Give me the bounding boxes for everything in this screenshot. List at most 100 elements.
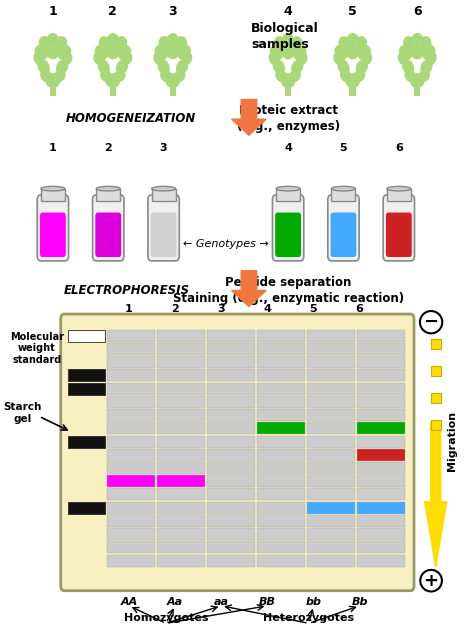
Ellipse shape <box>334 45 348 60</box>
Bar <box>357 555 405 567</box>
Ellipse shape <box>158 36 171 50</box>
Bar <box>157 343 205 355</box>
Ellipse shape <box>54 69 66 82</box>
Ellipse shape <box>106 73 120 88</box>
Ellipse shape <box>275 69 287 82</box>
Bar <box>257 409 305 421</box>
Bar <box>257 449 305 461</box>
Text: Proteic extract
(e.g., enzymes): Proteic extract (e.g., enzymes) <box>237 104 340 133</box>
Text: Molecular
weight
standard: Molecular weight standard <box>10 332 64 365</box>
Ellipse shape <box>276 186 300 191</box>
Bar <box>307 488 355 500</box>
Ellipse shape <box>165 73 180 88</box>
Text: Aa: Aa <box>167 597 183 607</box>
Ellipse shape <box>399 45 412 60</box>
Ellipse shape <box>38 36 51 50</box>
Bar <box>307 515 355 527</box>
Ellipse shape <box>46 45 59 59</box>
Text: AA: AA <box>44 239 62 249</box>
FancyBboxPatch shape <box>330 213 356 257</box>
Bar <box>170 81 176 97</box>
Bar <box>307 409 355 421</box>
Ellipse shape <box>34 52 43 65</box>
Bar <box>107 528 155 540</box>
Bar <box>431 393 441 403</box>
Bar <box>207 356 255 368</box>
Ellipse shape <box>118 45 131 60</box>
Text: 5: 5 <box>310 304 317 314</box>
Ellipse shape <box>387 186 411 191</box>
Text: 2: 2 <box>104 143 112 153</box>
Ellipse shape <box>35 45 48 60</box>
Bar <box>257 356 305 368</box>
Ellipse shape <box>98 59 110 74</box>
Bar <box>68 435 105 447</box>
Bar <box>307 356 355 368</box>
Bar <box>96 189 120 201</box>
Ellipse shape <box>270 45 283 60</box>
Bar <box>307 435 355 447</box>
Bar <box>109 81 116 97</box>
Bar <box>107 435 155 447</box>
Ellipse shape <box>291 36 302 50</box>
Bar <box>107 541 155 553</box>
Ellipse shape <box>402 59 414 74</box>
FancyBboxPatch shape <box>37 195 69 261</box>
Ellipse shape <box>411 45 424 59</box>
Ellipse shape <box>427 52 437 65</box>
Text: 6: 6 <box>395 143 403 153</box>
Ellipse shape <box>175 36 187 50</box>
Bar <box>207 555 255 567</box>
Bar <box>207 343 255 355</box>
Bar <box>207 462 255 474</box>
Bar <box>307 541 355 553</box>
FancyBboxPatch shape <box>95 213 121 257</box>
Ellipse shape <box>274 36 286 50</box>
Bar <box>257 488 305 500</box>
Ellipse shape <box>99 36 110 50</box>
Bar <box>357 409 405 421</box>
Ellipse shape <box>160 69 172 82</box>
Ellipse shape <box>63 52 73 65</box>
Bar <box>307 382 355 394</box>
Text: AA: AA <box>120 597 137 607</box>
Bar <box>307 343 355 355</box>
Bar <box>207 382 255 394</box>
Text: aa: aa <box>214 597 229 607</box>
Bar <box>357 435 405 447</box>
Text: 5: 5 <box>348 5 357 18</box>
Ellipse shape <box>356 59 368 74</box>
Ellipse shape <box>337 59 350 74</box>
Bar <box>307 502 355 514</box>
Bar <box>107 462 155 474</box>
Ellipse shape <box>116 59 128 74</box>
Bar <box>207 369 255 381</box>
Text: 2: 2 <box>109 5 117 18</box>
Ellipse shape <box>107 33 119 47</box>
FancyBboxPatch shape <box>40 213 66 257</box>
Text: 1: 1 <box>125 304 133 314</box>
Ellipse shape <box>115 36 127 50</box>
Ellipse shape <box>155 45 168 60</box>
Text: Peptide separation
Staining (e.g., enzymatic reaction): Peptide separation Staining (e.g., enzym… <box>173 276 404 305</box>
Text: −: − <box>424 313 438 331</box>
Bar <box>357 449 405 461</box>
Bar <box>207 541 255 553</box>
Bar <box>157 555 205 567</box>
Bar <box>357 396 405 408</box>
Bar <box>387 189 411 201</box>
Bar <box>157 528 205 540</box>
Bar <box>207 502 255 514</box>
Ellipse shape <box>269 52 278 65</box>
Bar <box>307 475 355 487</box>
Ellipse shape <box>331 186 356 191</box>
Bar <box>207 396 255 408</box>
Ellipse shape <box>281 73 295 88</box>
Bar <box>157 356 205 368</box>
FancyBboxPatch shape <box>151 213 176 257</box>
Bar <box>157 382 205 394</box>
Bar <box>207 422 255 434</box>
Ellipse shape <box>346 45 359 59</box>
Bar <box>357 488 405 500</box>
Ellipse shape <box>293 45 306 60</box>
